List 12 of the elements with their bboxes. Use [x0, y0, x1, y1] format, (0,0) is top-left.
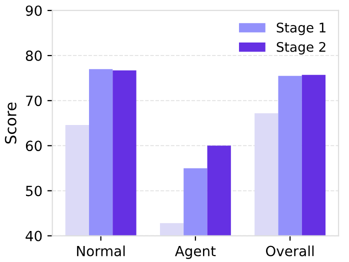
x-tick-label: Normal	[77, 246, 125, 256]
legend-label: Stage 1	[276, 22, 326, 36]
x-tick-label: Agent	[174, 246, 216, 259]
legend-label: Stage 2	[276, 42, 326, 54]
y-tick-label: 90	[26, 5, 42, 16]
y-tick-label: 40	[26, 230, 42, 242]
y-tick-label: 60	[26, 140, 42, 152]
y-axis-title: Score	[4, 102, 16, 144]
y-tick-label: 50	[26, 186, 42, 196]
y-tick-label: 80	[26, 50, 42, 62]
x-tick-label: Overall	[266, 246, 314, 256]
y-tick-label: 70	[26, 96, 42, 106]
